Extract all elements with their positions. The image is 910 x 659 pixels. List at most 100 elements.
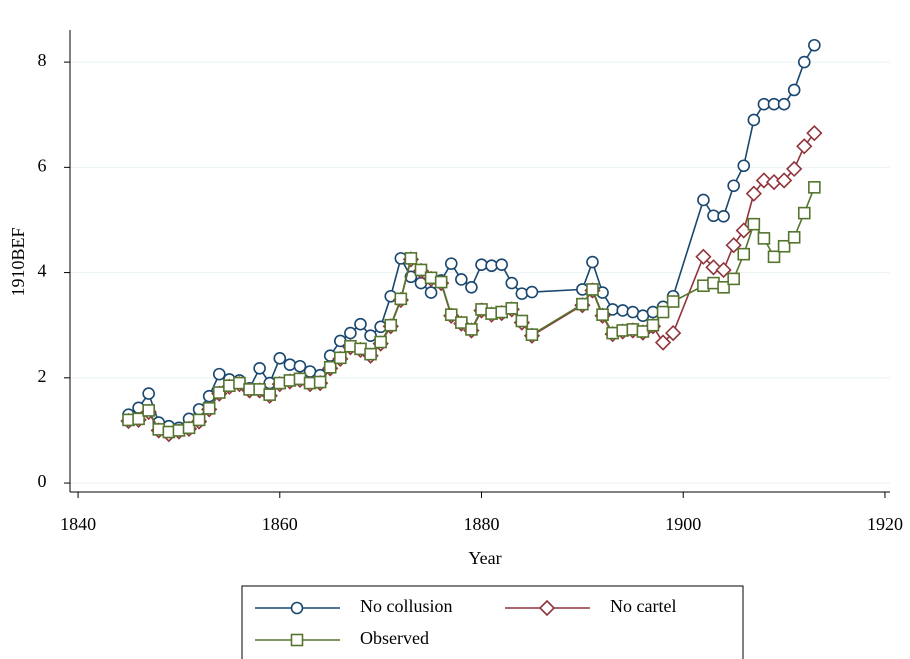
legend-label: No cartel — [610, 596, 676, 616]
marker — [538, 599, 556, 617]
marker — [665, 324, 682, 342]
marker — [364, 347, 377, 361]
marker — [465, 323, 478, 336]
marker — [586, 255, 599, 269]
marker — [787, 231, 801, 244]
marker — [717, 209, 730, 223]
legend-box — [241, 585, 744, 659]
marker — [525, 285, 539, 299]
marker — [505, 302, 519, 315]
marker — [323, 360, 337, 374]
marker — [485, 259, 498, 273]
marker — [806, 125, 823, 142]
marker — [636, 325, 650, 338]
marker — [515, 314, 529, 328]
y-tick-label: 2 — [38, 366, 47, 386]
marker — [290, 601, 304, 615]
x-tick-label: 1860 — [262, 514, 298, 534]
marker — [202, 402, 216, 415]
marker — [212, 386, 226, 399]
marker — [654, 334, 672, 351]
marker — [775, 172, 793, 189]
x-tick-label: 1840 — [60, 514, 96, 534]
marker — [182, 421, 196, 435]
y-tick-label: 6 — [38, 155, 47, 175]
marker — [797, 206, 811, 220]
marker — [444, 308, 458, 321]
marker — [455, 316, 468, 329]
marker — [414, 263, 428, 277]
marker — [796, 138, 813, 155]
marker — [263, 388, 277, 401]
marker — [725, 237, 742, 254]
marker — [253, 362, 266, 375]
marker — [465, 281, 478, 294]
legend-label: No collusion — [360, 596, 453, 616]
y-tick-label: 8 — [38, 50, 47, 70]
marker — [727, 272, 740, 286]
marker — [334, 351, 347, 365]
x-tick-label: 1900 — [665, 514, 701, 534]
marker — [787, 83, 801, 97]
marker — [747, 217, 761, 231]
marker — [364, 329, 377, 343]
marker — [475, 258, 488, 271]
marker — [797, 55, 811, 69]
marker — [404, 270, 418, 284]
marker — [233, 376, 246, 390]
marker — [745, 185, 762, 202]
marker — [777, 97, 791, 111]
x-tick-label: 1880 — [464, 514, 500, 534]
marker — [777, 239, 791, 253]
marker — [142, 387, 155, 400]
marker — [394, 292, 408, 306]
marker — [455, 273, 468, 286]
marker — [293, 359, 307, 373]
marker — [697, 193, 710, 207]
marker — [747, 113, 761, 127]
marker — [576, 297, 589, 311]
marker — [757, 232, 771, 245]
marker — [737, 247, 751, 261]
marker — [755, 172, 773, 189]
y-tick-label: 4 — [38, 261, 47, 281]
marker — [495, 258, 508, 271]
marker — [290, 633, 304, 647]
marker — [715, 261, 732, 279]
y-tick-label: 0 — [38, 471, 47, 491]
marker — [132, 412, 145, 426]
marker — [515, 287, 529, 300]
marker — [596, 308, 609, 321]
marker — [656, 305, 670, 319]
marker — [586, 283, 599, 296]
marker — [344, 326, 357, 340]
x-axis-label: Year — [468, 548, 501, 568]
marker — [727, 179, 740, 193]
marker — [737, 159, 751, 173]
marker — [142, 404, 155, 417]
marker — [666, 295, 680, 308]
marker — [192, 413, 206, 427]
marker — [444, 257, 458, 270]
marker — [212, 367, 226, 381]
marker — [404, 252, 418, 265]
marker — [384, 318, 398, 332]
marker — [808, 38, 821, 52]
marker — [283, 358, 297, 371]
marker — [695, 248, 712, 265]
marker — [646, 318, 660, 332]
marker — [354, 317, 367, 331]
marker — [767, 250, 781, 264]
marker — [616, 304, 630, 317]
marker — [273, 352, 287, 365]
marker — [808, 181, 821, 194]
marker — [717, 281, 730, 294]
marker — [424, 286, 438, 299]
marker — [786, 160, 803, 178]
marker — [374, 335, 387, 349]
marker — [313, 375, 327, 389]
marker — [525, 328, 539, 341]
legend-label: Observed — [360, 628, 429, 648]
